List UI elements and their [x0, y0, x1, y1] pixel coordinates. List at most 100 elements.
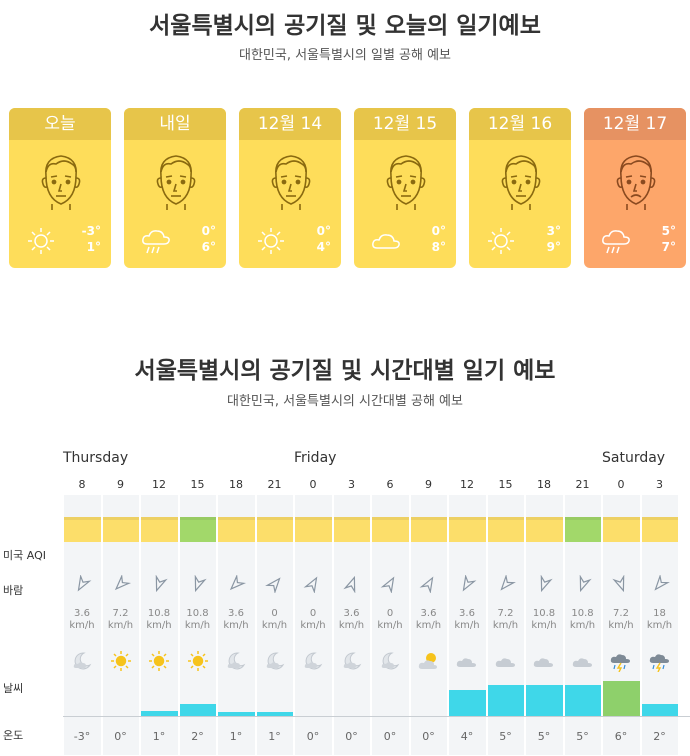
- precipitation-bar: [487, 685, 524, 717]
- wind-direction-icon: [102, 573, 140, 593]
- day-card[interactable]: 12월 14 0° 4°: [239, 108, 341, 268]
- hour-temp: 1°: [229, 730, 243, 743]
- moon-cloud-icon: [63, 650, 101, 672]
- wind-speed-unit: km/h: [608, 620, 634, 631]
- hour-temp: -3°: [73, 730, 91, 743]
- hour-temp: 6°: [614, 730, 628, 743]
- day-card-label: 12월 17: [584, 108, 686, 140]
- hour-label: 15: [498, 478, 513, 491]
- wind-speed: 0 km/h: [294, 608, 332, 632]
- hour-temp: 0°: [345, 730, 358, 743]
- hour-label: 6: [386, 478, 394, 491]
- wind-speed: 3.6 km/h: [217, 608, 255, 632]
- wind-speed-value: 3.6: [343, 608, 360, 619]
- wind-speed: 0 km/h: [371, 608, 409, 632]
- wind-direction-icon: [179, 574, 217, 593]
- hour-temp: 5°: [537, 730, 551, 743]
- precipitation-bar: [256, 712, 293, 717]
- sun-icon: [255, 226, 287, 256]
- day-card-temp-min: 4°: [316, 240, 331, 254]
- day-card[interactable]: 내일 0° 6°: [124, 108, 226, 268]
- cloud-icon: [370, 226, 402, 256]
- day-card-temp-max: 3°: [546, 224, 561, 238]
- wind-direction-icon: [487, 573, 525, 593]
- precip-baseline: [63, 716, 690, 717]
- wind-speed-unit: km/h: [531, 620, 557, 631]
- wind-direction-icon: [525, 574, 563, 593]
- day-card-label: 12월 15: [354, 108, 456, 140]
- wind-speed: 10.8 km/h: [564, 608, 602, 632]
- aqi-bar: [102, 517, 139, 542]
- wind-direction-icon: [410, 575, 448, 594]
- rain-thunder-icon: [602, 650, 640, 673]
- day-card[interactable]: 오늘 -3° 1°: [9, 108, 111, 268]
- wind-speed-value: 7.2: [497, 608, 514, 619]
- wind-speed: 3.6 km/h: [448, 608, 486, 632]
- wind-speed-unit: km/h: [492, 620, 519, 631]
- row-label-weather: 날씨: [3, 682, 24, 695]
- precipitation-bar: [141, 711, 178, 717]
- aqi-bar: [372, 517, 409, 542]
- hour-label: 9: [117, 478, 124, 491]
- moon-cloud-icon: [333, 650, 371, 672]
- row-label-temp: 온도: [3, 729, 24, 742]
- hour-label: 0: [617, 478, 625, 491]
- aqi-bar: [295, 517, 332, 542]
- sun-icon: [102, 650, 140, 672]
- day-card-temp-max: 0°: [201, 224, 216, 238]
- wind-speed: 7.2 km/h: [487, 608, 525, 632]
- hourly-forecast-title: 서울특별시의 공기질 및 시간대별 일기 예보: [134, 358, 556, 384]
- aqi-bar: [603, 517, 640, 542]
- aqi-bar: [526, 517, 563, 542]
- wind-direction-icon: [140, 574, 178, 593]
- hour-label: 9: [425, 478, 432, 491]
- cloud-icon: [525, 650, 563, 672]
- wind-speed-unit: km/h: [569, 620, 596, 631]
- sun-icon: [485, 226, 517, 256]
- day-header: Friday: [294, 450, 337, 466]
- day-header: Thursday: [63, 450, 129, 466]
- wind-speed-unit: km/h: [146, 620, 172, 631]
- day-card-temp-max: -3°: [81, 224, 101, 238]
- wind-speed-unit: km/h: [69, 620, 95, 631]
- wind-speed: 3.6 km/h: [63, 608, 101, 632]
- wind-speed-value: 3.6: [459, 608, 475, 619]
- sun-icon: [140, 650, 178, 672]
- neutral-face-icon: [381, 150, 431, 212]
- row-label-aqi: 미국 AQI: [3, 549, 46, 562]
- wind-speed-value: 7.2: [613, 608, 629, 619]
- day-card[interactable]: 12월 17 5° 7°: [584, 108, 686, 268]
- day-header: Saturday: [602, 450, 666, 466]
- wind-speed-value: 0: [386, 608, 394, 619]
- wind-speed-value: 10.8: [571, 608, 594, 619]
- moon-cloud-icon: [294, 650, 332, 672]
- precipitation-bar: [564, 685, 601, 717]
- moon-cloud-icon: [217, 650, 255, 672]
- wind-speed-unit: km/h: [223, 620, 249, 631]
- day-card-temp-min: 1°: [86, 240, 101, 254]
- hour-label: 3: [656, 478, 663, 491]
- wind-speed-value: 7.2: [112, 608, 129, 619]
- wind-speed: 10.8 km/h: [140, 608, 178, 632]
- wind-speed: 3.6 km/h: [333, 608, 371, 632]
- wind-speed: 18 km/h: [641, 608, 679, 632]
- wind-speed-unit: km/h: [300, 620, 326, 631]
- aqi-bar: [179, 517, 216, 542]
- hour-label: 8: [78, 478, 86, 491]
- hour-label: 18: [537, 478, 551, 491]
- hour-temp: 1°: [152, 730, 166, 743]
- day-card[interactable]: 12월 16 3° 9°: [469, 108, 571, 268]
- day-card-temp-max: 0°: [431, 224, 446, 238]
- day-card-temp-min: 7°: [661, 240, 676, 254]
- hour-label: 12: [460, 478, 474, 491]
- wind-speed-unit: km/h: [107, 620, 134, 631]
- rain-thunder-icon: [641, 650, 679, 673]
- wind-speed-value: 0: [309, 608, 317, 619]
- cloud-icon: [564, 650, 602, 672]
- daily-forecast-subtitle: 대한민국, 서울특별시의 일별 공해 예보: [238, 48, 452, 63]
- wind-speed-value: 3.6: [420, 608, 437, 619]
- wind-direction-icon: [371, 575, 409, 594]
- wind-direction-icon: [641, 573, 679, 593]
- aqi-bar: [410, 517, 447, 542]
- day-card[interactable]: 12월 15 0° 8°: [354, 108, 456, 268]
